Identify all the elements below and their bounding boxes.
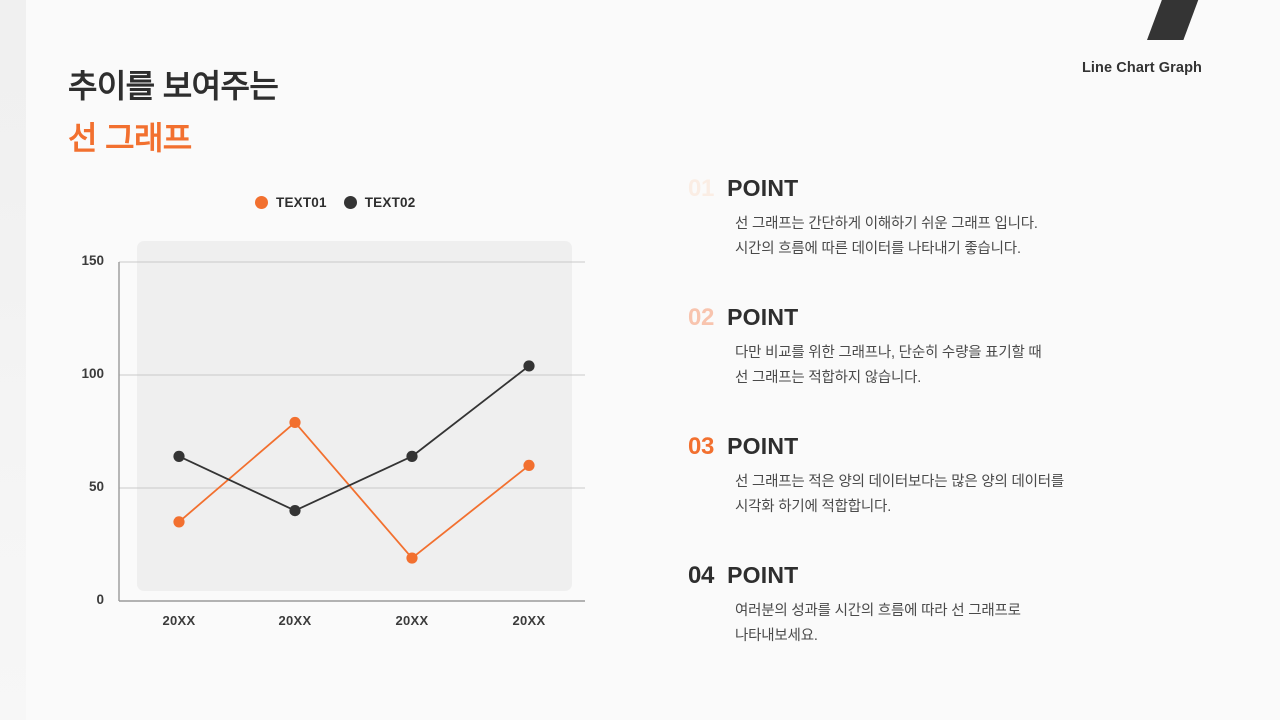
point-heading: 01 POINT xyxy=(688,175,1208,203)
point-number: 01 xyxy=(688,175,715,202)
plot-background xyxy=(137,241,572,591)
corner-parallelogram-shape xyxy=(1147,0,1199,40)
dot-icon xyxy=(255,196,268,209)
page-title-line1: 추이를 보여주는 xyxy=(68,68,279,104)
point-description-line2: 시간의 흐름에 따른 데이터를 나타내기 좋습니다. xyxy=(735,240,1021,257)
y-axis-tick: 50 xyxy=(88,479,104,494)
x-axis-tick: 20XX xyxy=(278,613,312,628)
point-description-line2: 나타내보세요. xyxy=(735,627,818,644)
point-number: 03 xyxy=(688,432,715,460)
legend-item-text01: TEXT01 xyxy=(255,195,327,210)
x-axis-tick: 20XX xyxy=(395,613,429,628)
series-line-text02 xyxy=(178,365,530,512)
point-title: POINT xyxy=(727,432,799,459)
points-list: 01 POINT 선 그래프는 간단하게 이해하기 쉬운 그래프 입니다. 시간의 흐… xyxy=(688,175,1208,691)
data-point xyxy=(406,450,418,462)
point-description-line1: 여러분의 성과를 시간의 흐름에 따라 선 그래프로 xyxy=(735,602,1021,619)
y-axis-tick: 0 xyxy=(96,592,104,607)
legend-label: TEXT01 xyxy=(276,195,327,210)
corner-label: Line Chart Graph xyxy=(1081,60,1202,76)
dot-icon xyxy=(343,196,357,209)
point-title: POINT xyxy=(727,561,799,588)
point-number: 04 xyxy=(688,561,715,589)
point-description-line2: 시각화 하기에 적합합니다. xyxy=(735,498,892,515)
point-description-line2: 선 그래프는 적합하지 않습니다. xyxy=(735,369,922,386)
point-description-line1: 다만 비교를 위한 그래프나, 단순히 수량을 표기할 때 xyxy=(735,344,1042,361)
legend-item-text02: TEXT02 xyxy=(343,195,416,210)
x-axis-tick: 20XX xyxy=(162,613,196,628)
plot-svg xyxy=(118,261,585,602)
legend-label: TEXT02 xyxy=(364,195,416,210)
point-heading: 02 POINT xyxy=(688,304,1208,332)
line-chart: 0 50 100 150 20XX 20XX 20XX 20XX xyxy=(81,241,585,628)
point-block-01: 01 POINT 선 그래프는 간단하게 이해하기 쉬운 그래프 입니다. 시간의 흐… xyxy=(688,175,1208,262)
point-heading: 03 POINT xyxy=(688,433,1208,461)
data-point xyxy=(523,459,535,471)
y-axis-tick: 150 xyxy=(81,253,104,268)
page-title-line2: 선 그래프 xyxy=(68,120,192,156)
y-axis-tick: 100 xyxy=(81,366,104,381)
chart-legend: TEXT01 TEXT02 xyxy=(255,195,415,210)
point-description-line1: 선 그래프는 간단하게 이해하기 쉬운 그래프 입니다. xyxy=(735,216,1038,232)
data-point xyxy=(173,516,185,528)
series-line-text01 xyxy=(178,421,530,559)
data-point xyxy=(289,505,301,517)
point-description-line1: 선 그래프는 적은 양의 데이터보다는 많은 양의 데이터를 xyxy=(735,473,1065,490)
point-title: POINT xyxy=(727,303,799,330)
point-number: 02 xyxy=(688,303,715,331)
data-point xyxy=(406,552,418,564)
left-decorative-band xyxy=(0,0,26,720)
data-point xyxy=(523,360,535,372)
data-point xyxy=(173,450,185,462)
x-axis-tick: 20XX xyxy=(512,613,546,628)
point-description: 선 그래프는 간단하게 이해하기 쉬운 그래프 입니다. 시간의 흐름에 따른 데… xyxy=(735,212,1208,262)
point-heading: 04 POINT xyxy=(688,562,1208,590)
point-title: POINT xyxy=(727,175,799,201)
data-point xyxy=(289,416,301,429)
